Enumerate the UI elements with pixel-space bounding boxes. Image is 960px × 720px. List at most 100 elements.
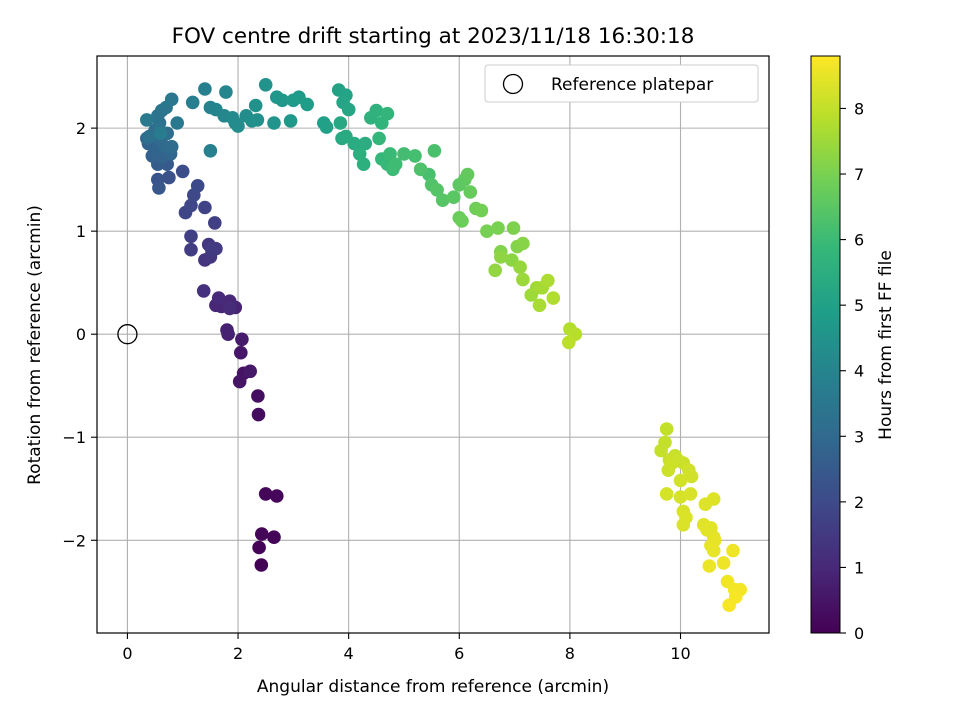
legend-label: Reference platepar xyxy=(551,75,713,95)
scatter-point xyxy=(673,473,688,488)
scatter-point xyxy=(706,543,721,558)
scatter-point xyxy=(198,200,212,215)
scatter-point xyxy=(491,221,505,235)
scatter-point xyxy=(659,422,674,436)
scatter-point xyxy=(494,250,508,264)
plot-background xyxy=(97,56,769,633)
scatter-point xyxy=(684,469,699,484)
chart-title: FOV centre drift starting at 2023/11/18 … xyxy=(172,24,695,49)
scatter-point xyxy=(198,82,212,96)
scatter-point xyxy=(142,129,157,144)
scatter-point xyxy=(546,291,561,305)
scatter-point xyxy=(140,113,154,127)
scatter-point xyxy=(488,263,503,278)
scatter-point xyxy=(413,162,428,177)
y-axis-label: Rotation from reference (arcmin) xyxy=(25,205,45,485)
scatter-point xyxy=(184,198,198,213)
scatter-point xyxy=(676,518,691,532)
scatter-point xyxy=(196,284,211,298)
scatter-point xyxy=(435,193,450,207)
y-tick-label: 0 xyxy=(76,325,86,344)
x-tick-label: 4 xyxy=(344,644,354,663)
scatter-point xyxy=(658,435,672,450)
scatter-point xyxy=(300,97,315,112)
reference-platepar-marker xyxy=(117,324,138,345)
scatter-point xyxy=(474,203,489,218)
legend-marker-open-circle xyxy=(502,73,524,95)
colorbar-gradient xyxy=(810,55,841,634)
scatter-point xyxy=(722,598,736,612)
x-tick-label: 10 xyxy=(670,644,690,663)
scatter-point xyxy=(153,126,168,141)
scatter-point xyxy=(516,236,530,251)
colorbar-tick-label: 0 xyxy=(854,624,864,643)
legend: Reference platepar xyxy=(484,64,759,103)
scatter-point xyxy=(204,241,219,256)
scatter-point xyxy=(185,95,200,110)
scatter-point xyxy=(513,260,527,275)
scatter-point xyxy=(333,116,348,130)
y-tick-label: 2 xyxy=(76,119,86,138)
scatter-point xyxy=(702,559,717,573)
scatter-point xyxy=(388,157,403,171)
scatter-point xyxy=(356,157,371,171)
scatter-point xyxy=(463,185,478,199)
scatter-point xyxy=(208,216,222,230)
scatter-point xyxy=(380,106,395,121)
scatter-point xyxy=(659,487,674,501)
colorbar-tick-label: 7 xyxy=(854,165,864,184)
scatter-point xyxy=(446,190,461,204)
scatter-point xyxy=(430,183,444,197)
scatter-point xyxy=(184,229,198,244)
colorbar-tick-label: 1 xyxy=(854,558,864,577)
scatter-point xyxy=(267,530,281,544)
scatter-point xyxy=(341,102,356,117)
y-tick-label: 1 xyxy=(76,222,86,241)
colorbar-tick-label: 8 xyxy=(854,99,864,118)
scatter-point xyxy=(283,114,298,128)
scatter-point xyxy=(184,242,198,257)
scatter-point xyxy=(258,78,273,92)
scatter-point xyxy=(234,345,248,360)
scatter-point xyxy=(708,533,722,548)
scatter-point xyxy=(251,407,266,422)
scatter-point xyxy=(516,272,530,287)
scatter-point xyxy=(152,181,166,195)
scatter-point xyxy=(275,93,290,108)
scatter-point xyxy=(408,149,422,163)
scatter-point xyxy=(455,214,469,228)
scatter-point xyxy=(219,85,233,99)
scatter-point xyxy=(254,558,269,572)
scatter-point xyxy=(369,103,384,118)
scatter-point xyxy=(164,92,179,107)
scatter-point xyxy=(532,298,547,313)
scatter-point xyxy=(258,487,273,501)
colorbar-tick-label: 6 xyxy=(854,231,864,250)
scatter-point xyxy=(190,179,205,193)
scatter-point xyxy=(170,116,184,130)
scatter-point xyxy=(665,456,679,470)
colorbar: 0 1 2 3 4 5 6 7 8 Hours from first FF file xyxy=(810,55,896,643)
scatter-point xyxy=(254,527,269,541)
colorbar-tick-label: 5 xyxy=(854,296,864,315)
scatter-point xyxy=(397,147,411,161)
scatter-point xyxy=(706,492,721,506)
x-tick-label: 0 xyxy=(122,644,132,663)
scatter-point xyxy=(267,116,281,130)
scatter-point xyxy=(358,136,373,151)
scatter-point xyxy=(562,335,576,350)
scatter-point xyxy=(506,221,521,235)
scatter-point xyxy=(427,144,442,158)
scatter-point xyxy=(248,98,263,113)
scatter-point xyxy=(726,543,740,558)
scatter-point xyxy=(220,323,234,337)
x-axis-label: Angular distance from reference (arcmin) xyxy=(257,677,609,697)
scatter-point xyxy=(270,489,284,503)
legend-box xyxy=(484,64,759,103)
colorbar-ticks: 0 1 2 3 4 5 6 7 8 xyxy=(840,99,864,643)
scatter-point xyxy=(480,224,494,238)
scatter-point xyxy=(175,164,190,179)
scatter-point xyxy=(347,136,362,151)
scatter-point xyxy=(222,301,237,316)
